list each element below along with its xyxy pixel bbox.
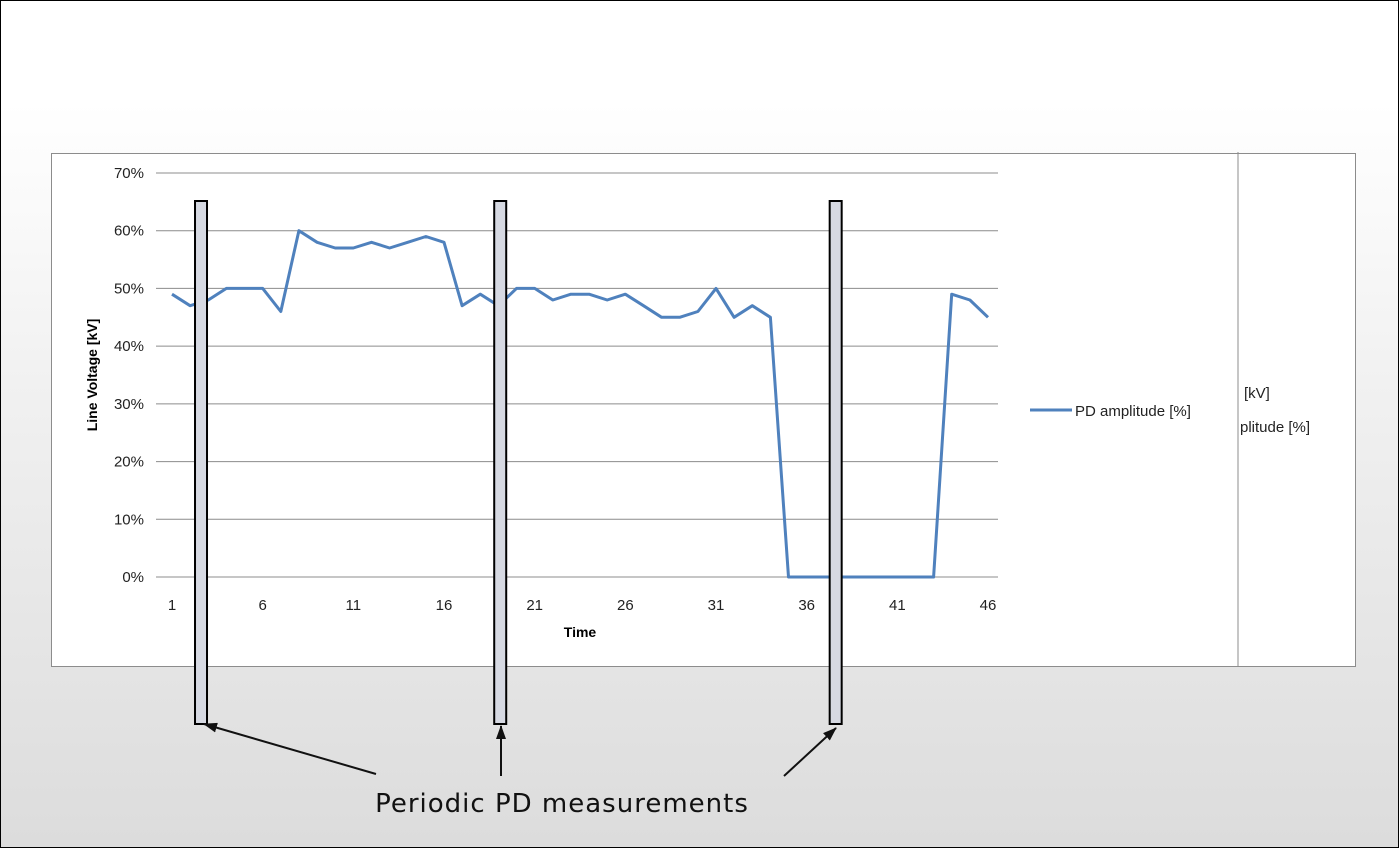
y-tick-label: 0%: [122, 569, 144, 586]
y-tick-label: 30%: [114, 396, 144, 413]
x-tick-label: 46: [980, 597, 997, 614]
arrow-right: [783, 727, 837, 777]
measurement-bar-1: [493, 200, 508, 725]
annotation-caption: Periodic PD measurements: [375, 789, 749, 819]
annotation-arrows: [203, 722, 837, 777]
y-axis-title: Line Voltage [kV]: [84, 319, 100, 432]
legend-label-pd-amplitude: PD amplitude [%]: [1075, 403, 1191, 420]
truncated-legend-label-amplitude: plitude [%]: [1240, 419, 1310, 436]
x-tick-label: 11: [346, 597, 362, 614]
gridlines: [156, 172, 998, 578]
x-axis-ticks: 1 6 11 16 21 26 31 36 41 46: [168, 597, 997, 614]
y-tick-label: 70%: [114, 165, 144, 182]
y-tick-label: 20%: [114, 454, 144, 471]
axis-titles: Line Voltage [kV] Time: [84, 319, 596, 640]
x-tick-label: 26: [617, 597, 634, 614]
y-axis-ticks: 0% 10% 20% 30% 40% 50% 60% 70%: [114, 165, 144, 586]
series-line-0: [171, 229, 990, 579]
y-tick-label: 10%: [114, 511, 144, 528]
x-tick-label: 31: [708, 597, 725, 614]
x-tick-label: 36: [798, 597, 815, 614]
x-axis-title: Time: [564, 624, 597, 640]
arrow-left: [203, 722, 377, 775]
y-tick-label: 60%: [114, 223, 144, 240]
chart-frame: [51, 153, 1356, 667]
y-tick-label: 50%: [114, 280, 144, 297]
legend: PD amplitude [%]: [1030, 403, 1191, 420]
measurement-highlight-bars: [194, 200, 843, 725]
y-tick-label: 40%: [114, 338, 144, 355]
x-tick-label: 6: [258, 597, 266, 614]
x-tick-label: 16: [436, 597, 453, 614]
measurement-bar-0: [194, 200, 209, 725]
x-tick-label: 1: [168, 597, 176, 614]
x-tick-label: 21: [526, 597, 543, 614]
x-tick-label: 41: [889, 597, 906, 614]
truncated-legend: [kV] plitude [%]: [1240, 385, 1310, 436]
truncated-legend-label-kv: [kV]: [1244, 385, 1270, 402]
measurement-bar-2: [828, 200, 843, 725]
series-line-group: [171, 229, 990, 579]
